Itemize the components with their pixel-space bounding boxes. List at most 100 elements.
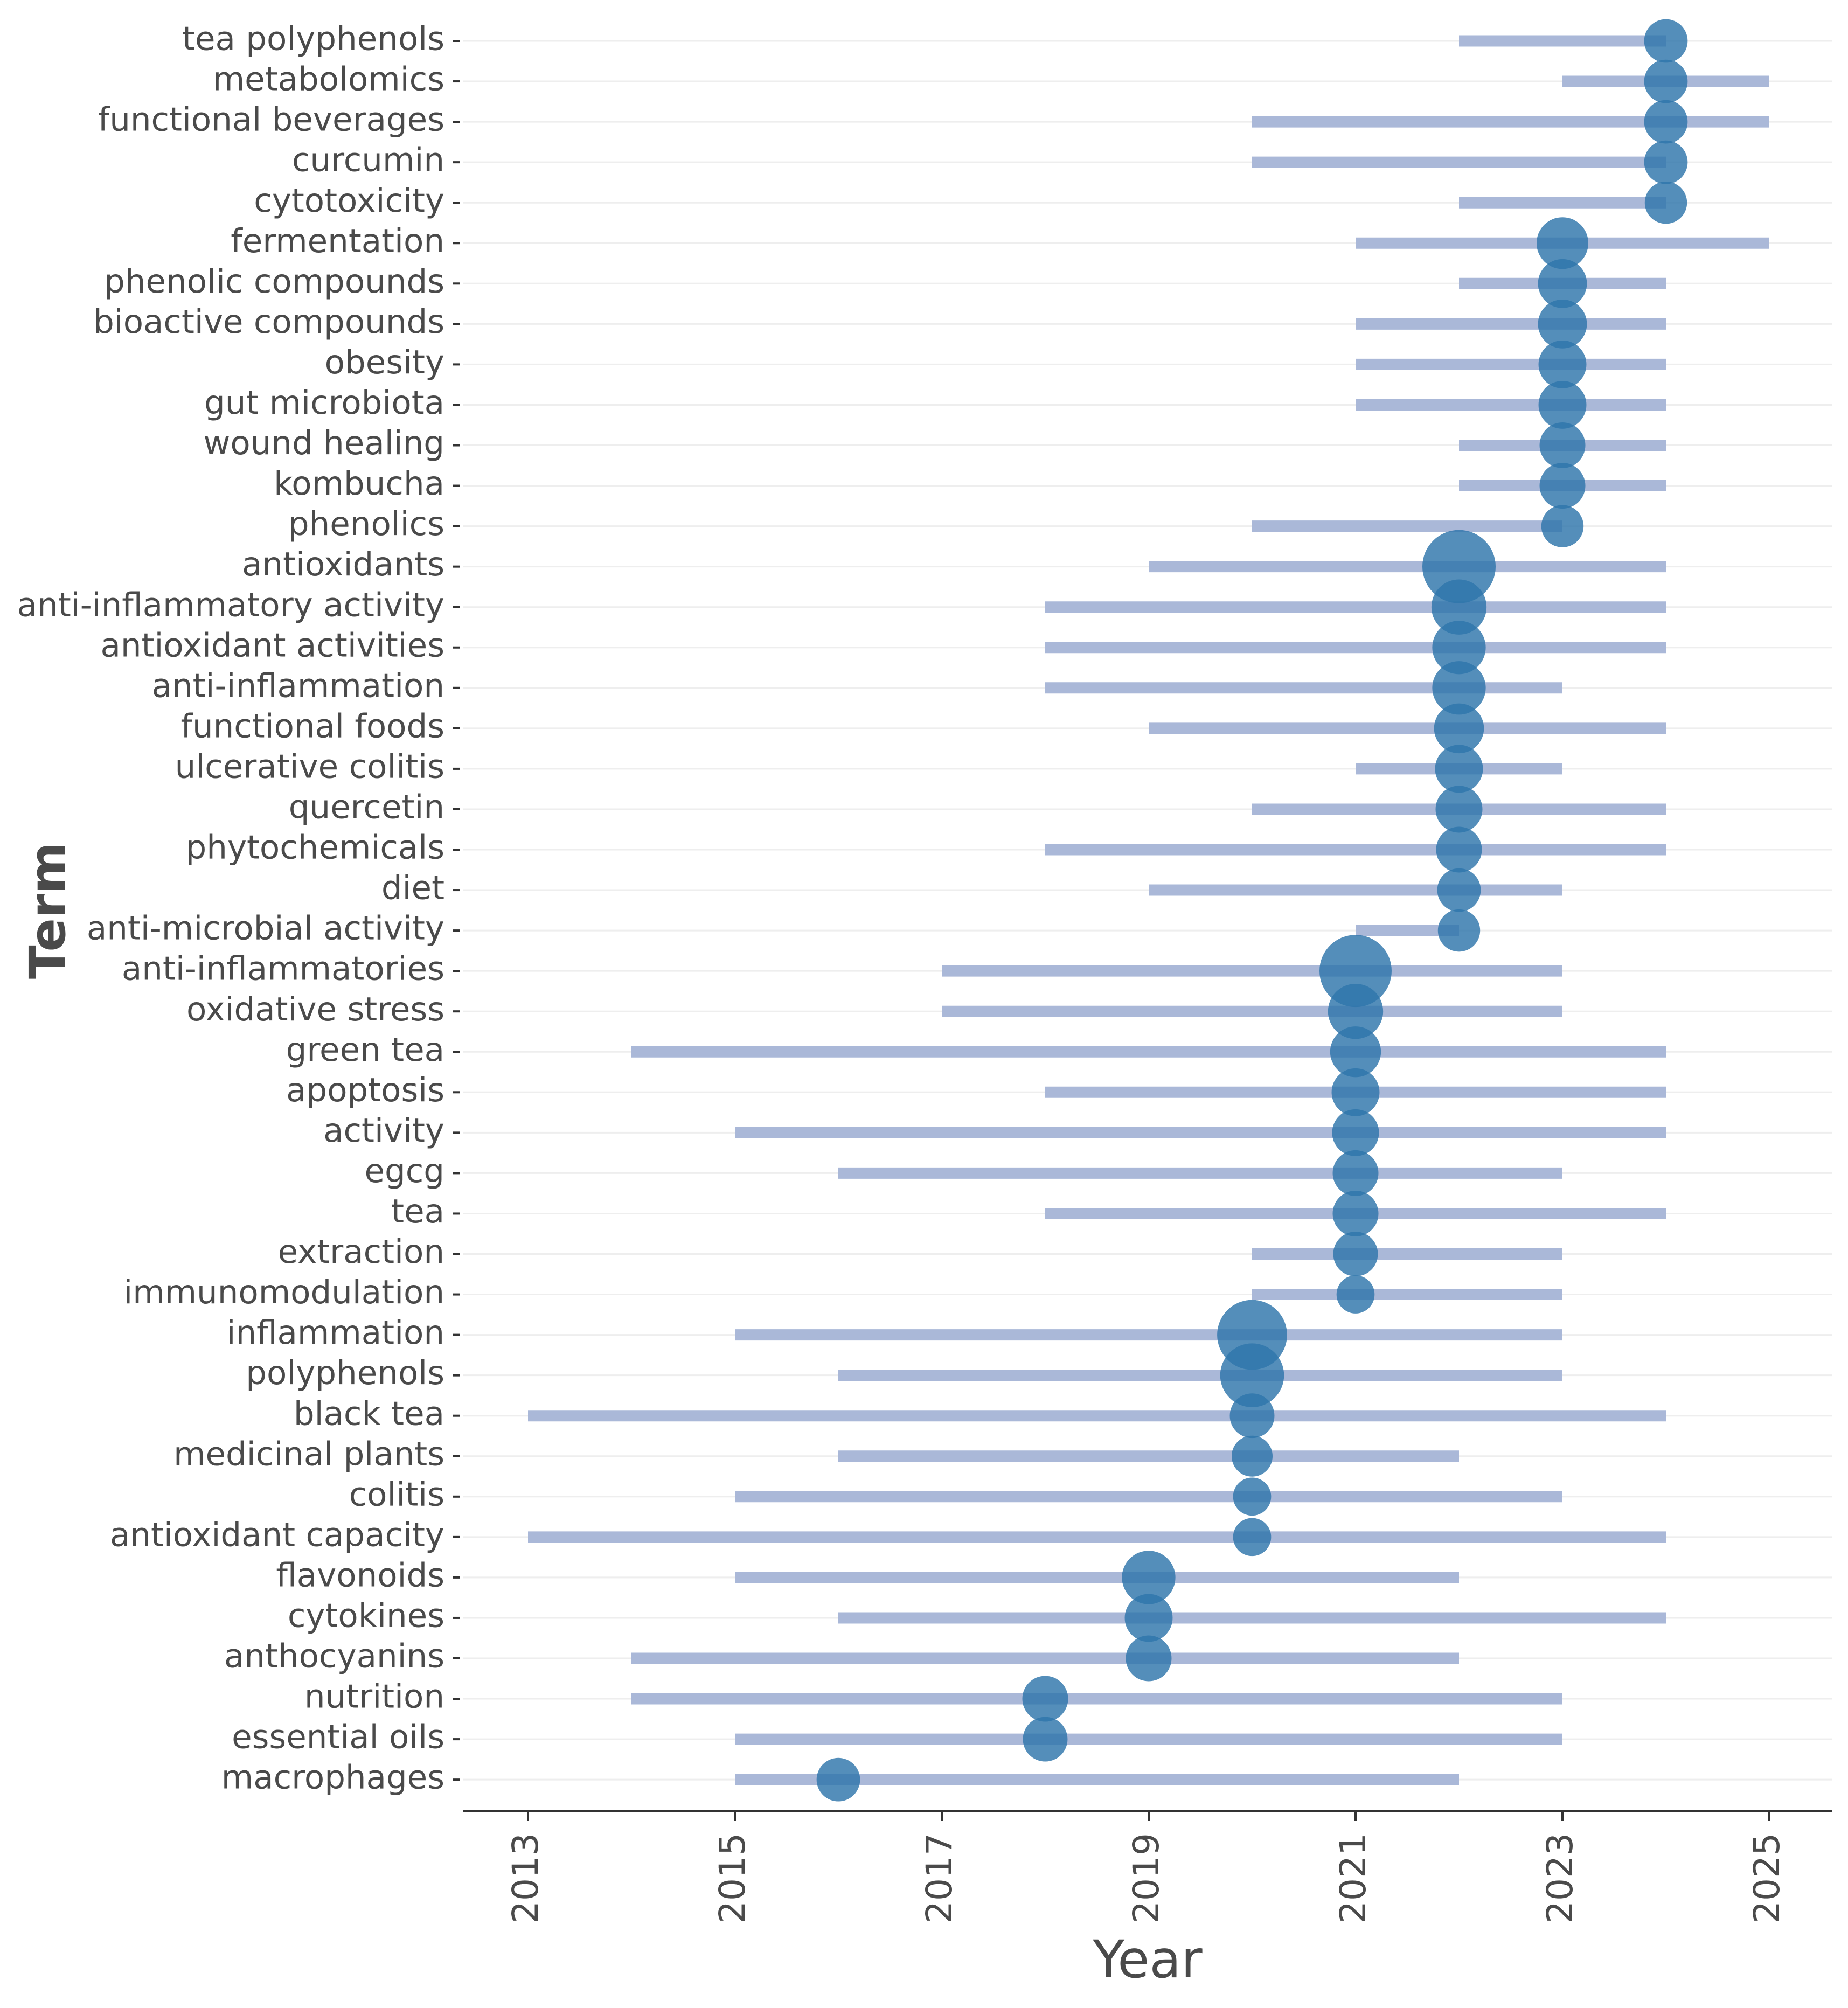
term-label: extraction [278, 1233, 444, 1271]
term-label: oxidative stress [186, 990, 444, 1029]
x-tick-label: 2021 [1332, 1833, 1374, 1923]
term-label: egcg [364, 1152, 444, 1190]
term-label: essential oils [232, 1718, 444, 1756]
term-label: ulcerative colitis [175, 747, 444, 786]
term-label: anti-inflammatories [122, 950, 444, 988]
term-label: phenolic compounds [104, 262, 444, 301]
median-year-point [1644, 59, 1688, 103]
median-year-point [1434, 703, 1484, 754]
median-year-point [1332, 1190, 1379, 1236]
median-year-point [1232, 1435, 1273, 1477]
median-year-point [1538, 259, 1587, 308]
term-label: functional beverages [98, 101, 444, 139]
median-year-point [1332, 1150, 1379, 1196]
term-label: immunomodulation [123, 1273, 444, 1311]
term-label: macrophages [221, 1759, 444, 1797]
median-year-point [1644, 100, 1688, 144]
term-label: bioactive compounds [93, 303, 444, 341]
term-label: anthocyanins [224, 1637, 444, 1676]
median-year-point [1435, 745, 1483, 793]
term-label: kombucha [274, 464, 444, 503]
term-label: anti-inflammation [152, 666, 444, 705]
x-tick-label: 2015 [712, 1833, 753, 1923]
term-label: antioxidant capacity [110, 1516, 444, 1554]
term-label: antioxidant activities [101, 626, 444, 664]
median-year-point [1333, 1232, 1378, 1276]
median-year-point [1422, 530, 1496, 603]
median-year-point [1539, 422, 1586, 468]
term-label: cytotoxicity [254, 182, 444, 220]
median-year-point [1332, 1109, 1379, 1156]
median-year-point [1644, 19, 1688, 63]
median-year-point [1431, 579, 1487, 635]
term-label: tea [391, 1192, 444, 1231]
year-axis: 2013 2015 2017 2019 2021 2023 2025 [463, 1810, 1832, 1923]
term-label: phytochemicals [186, 829, 444, 867]
year-range-bars [528, 35, 1769, 1785]
median-year-point [1538, 380, 1587, 429]
term-label: medicinal plants [173, 1435, 444, 1473]
median-year-point [1126, 1635, 1172, 1682]
term-label: metabolomics [213, 60, 444, 99]
median-year-point [816, 1757, 860, 1802]
x-tick-label: 2013 [505, 1833, 546, 1923]
term-label: wound healing [204, 424, 445, 462]
median-year-point [1437, 909, 1481, 952]
median-year-point [1644, 181, 1687, 224]
term-label: black tea [294, 1394, 444, 1433]
median-year-point [1022, 1676, 1068, 1722]
median-year-point [1432, 661, 1486, 715]
term-label: obesity [325, 343, 444, 381]
term-label: activity [323, 1111, 444, 1150]
term-label: anti-microbial activity [87, 909, 444, 948]
term-label: polyphenols [246, 1354, 444, 1392]
x-tick-label: 2025 [1746, 1833, 1788, 1923]
median-year-point [1436, 826, 1482, 873]
gridlines [463, 40, 1832, 1781]
y-axis-title: Term [19, 842, 77, 979]
term-label: anti-inflammatory activity [17, 586, 444, 624]
term-label: curcumin [292, 141, 444, 179]
median-year-point [1432, 621, 1486, 675]
term-label: phenolics [288, 505, 444, 543]
median-year-points [816, 19, 1688, 1802]
term-label: inflammation [227, 1314, 444, 1352]
median-year-point [1328, 984, 1384, 1039]
median-year-point [1233, 1477, 1272, 1516]
term-label: quercetin [289, 788, 444, 826]
median-year-point [1023, 1717, 1068, 1762]
median-year-point [1319, 935, 1392, 1008]
median-year-point [1644, 140, 1688, 184]
median-year-point [1331, 1068, 1380, 1116]
term-label: colitis [349, 1475, 444, 1513]
median-year-point [1229, 1393, 1275, 1439]
x-tick-label: 2019 [1126, 1833, 1167, 1923]
term-label: antioxidants [242, 545, 444, 583]
term-label: apoptosis [286, 1071, 444, 1109]
term-label: gut microbiota [204, 384, 444, 422]
median-year-point [1330, 1026, 1381, 1078]
median-year-point [1539, 463, 1586, 509]
term-label: nutrition [304, 1678, 444, 1716]
x-tick-label: 2017 [919, 1833, 960, 1923]
x-axis-title: Year [1092, 1929, 1203, 1990]
median-year-point [1122, 1551, 1176, 1604]
median-year-point [1435, 786, 1483, 833]
term-label: fermentation [231, 222, 444, 260]
term-label: diet [381, 869, 444, 907]
term-label: functional foods [180, 707, 444, 745]
median-year-point [1233, 1518, 1272, 1557]
median-year-point [1437, 868, 1481, 912]
term-label: cytokines [288, 1597, 444, 1635]
median-year-point [1538, 340, 1587, 388]
median-year-point [1336, 1275, 1375, 1314]
x-tick-label: 2023 [1539, 1833, 1581, 1923]
median-year-point [1220, 1343, 1284, 1407]
term-label: green tea [286, 1031, 444, 1069]
term-label: flavonoids [276, 1556, 444, 1594]
term-label: tea polyphenols [182, 20, 444, 58]
median-year-point [1537, 217, 1588, 269]
